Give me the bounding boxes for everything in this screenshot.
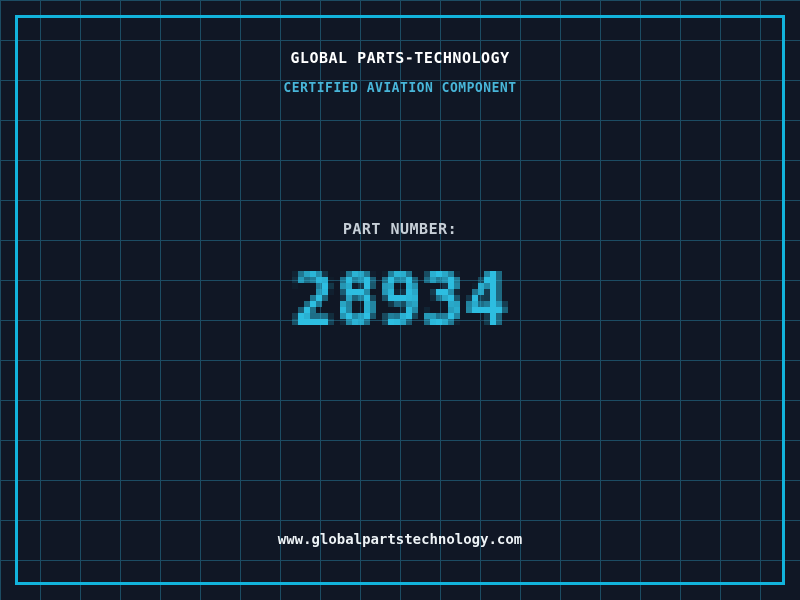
- certification-subtitle: CERTIFIED AVIATION COMPONENT: [283, 81, 517, 96]
- website-url: www.globalpartstechnology.com: [277, 532, 523, 548]
- company-title: GLOBAL PARTS-TECHNOLOGY: [290, 49, 510, 67]
- part-number-label: PART NUMBER:: [342, 220, 458, 238]
- part-number-display: [268, 253, 532, 349]
- frame-border: [15, 15, 785, 585]
